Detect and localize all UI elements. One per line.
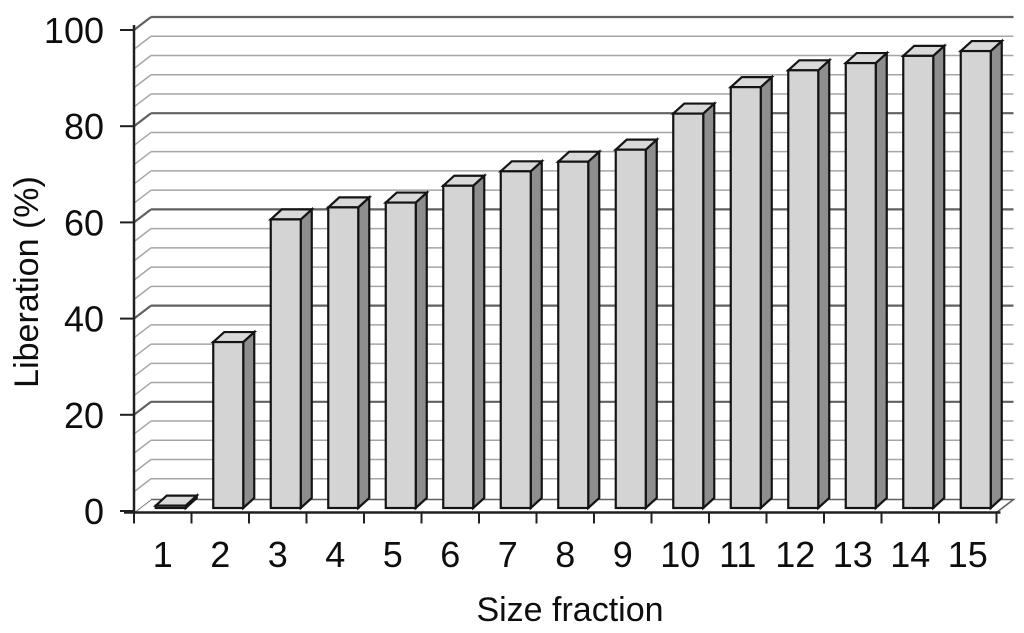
bar-column-6 xyxy=(440,173,488,511)
gridline-connector xyxy=(133,478,152,493)
bar-front-face xyxy=(614,148,647,510)
bar-side-face xyxy=(242,329,256,511)
x-tick-label: 3 xyxy=(268,534,288,575)
bar-side-face xyxy=(874,50,888,511)
gridline-connector xyxy=(133,439,152,454)
x-tick-label: 4 xyxy=(325,534,345,575)
bar-column-15 xyxy=(957,38,1005,511)
bar-column-2 xyxy=(210,329,258,511)
gridline-connector xyxy=(133,343,152,358)
bar-side-face xyxy=(529,158,543,511)
gridline-connector xyxy=(133,228,152,243)
bar-front-face xyxy=(442,184,475,510)
x-tick-label: 6 xyxy=(440,534,460,575)
gridline-connector xyxy=(133,304,152,320)
bar-side-face xyxy=(932,43,946,511)
gridline-connector xyxy=(133,381,152,397)
bar-side-face xyxy=(414,190,428,511)
bar-front-face xyxy=(672,112,705,510)
bar-column-14 xyxy=(900,43,948,511)
bar-column-12 xyxy=(785,57,833,511)
y-axis-title: Liberation (%) xyxy=(8,176,46,388)
chart-side-wall xyxy=(134,17,151,513)
bar-side-face xyxy=(357,194,371,511)
gridline-connector xyxy=(133,208,152,224)
x-tick-label: 8 xyxy=(555,534,575,575)
bar-column-13 xyxy=(842,50,890,511)
bar-side-face xyxy=(759,74,773,511)
x-tick-label: 7 xyxy=(498,534,518,575)
y-tick-label: 0 xyxy=(84,491,104,532)
bar-side-face xyxy=(299,206,313,511)
y-axis-tick-labels: 0 20 40 60 80 100 xyxy=(44,10,104,532)
x-tick-label: 14 xyxy=(890,534,930,575)
bar-front-face xyxy=(499,170,532,510)
gridline-connector xyxy=(133,54,152,70)
bar-column-8 xyxy=(555,149,603,511)
gridline-connector xyxy=(133,400,152,416)
gridline-connector xyxy=(133,266,152,281)
x-axis-title: Size fraction xyxy=(476,591,663,629)
bar-front-face xyxy=(384,201,417,510)
bar-front-face xyxy=(787,69,820,510)
bar-side-face xyxy=(702,101,716,511)
bar-front-face xyxy=(902,54,935,510)
gridline-connector xyxy=(133,16,152,31)
bar-column-5 xyxy=(382,190,430,511)
bar-front-face xyxy=(269,218,302,510)
y-tick-label: 40 xyxy=(64,299,104,340)
bar-series xyxy=(152,38,1005,511)
bar-column-9 xyxy=(612,137,660,511)
y-tick-label: 80 xyxy=(64,106,104,147)
y-tick-label: 20 xyxy=(64,395,104,436)
x-tick-label: 12 xyxy=(775,534,815,575)
bar-side-face xyxy=(989,38,1003,511)
bar-column-7 xyxy=(497,158,545,511)
y-tick-label: 100 xyxy=(44,10,104,51)
bar-front-face xyxy=(212,340,245,510)
x-tick-label: 5 xyxy=(383,534,403,575)
gridline-connector xyxy=(133,112,152,128)
gridline-connector xyxy=(133,362,152,377)
bar-column-10 xyxy=(670,101,718,511)
gridline-connector xyxy=(133,458,152,474)
x-axis-tick-labels: 1 2 3 4 5 6 7 8 9 10 11 12 13 14 15 xyxy=(153,534,988,575)
bar-column-4 xyxy=(325,194,373,511)
x-tick-label: 2 xyxy=(210,534,230,575)
bar-side-face xyxy=(472,173,486,511)
bar-front-face xyxy=(557,160,590,510)
gridline-connector xyxy=(133,420,152,435)
bar-column-11 xyxy=(727,74,775,511)
bar-front-face xyxy=(844,61,877,510)
bar-side-face xyxy=(817,57,831,511)
x-tick-label: 15 xyxy=(948,534,988,575)
gridline-connector xyxy=(133,93,152,108)
gridline-connector xyxy=(133,247,152,262)
gridline-connector xyxy=(133,131,152,147)
bar-column-1 xyxy=(152,493,200,511)
gridline-connector xyxy=(133,35,152,50)
bar-front-face xyxy=(327,206,360,510)
gridline-connector xyxy=(133,151,152,166)
bar-column-3 xyxy=(267,206,315,511)
gridline-connector xyxy=(133,170,152,185)
bar-side-face xyxy=(587,149,601,511)
x-tick-label: 10 xyxy=(660,534,700,575)
bar-front-face xyxy=(154,504,187,510)
x-tick-label: 11 xyxy=(719,534,756,575)
bar-front-face xyxy=(729,86,762,510)
bar-side-face xyxy=(644,137,658,511)
axes xyxy=(120,25,1001,524)
y-tick-label: 60 xyxy=(64,202,104,243)
gridline-connector xyxy=(133,324,152,339)
x-tick-label: 13 xyxy=(833,534,873,575)
gridline-connector xyxy=(133,74,152,89)
bar-front-face xyxy=(959,49,992,510)
x-tick-label: 1 xyxy=(153,534,173,575)
gridline-connector xyxy=(133,285,152,300)
x-tick-label: 9 xyxy=(613,534,633,575)
gridline-connector xyxy=(133,189,152,204)
